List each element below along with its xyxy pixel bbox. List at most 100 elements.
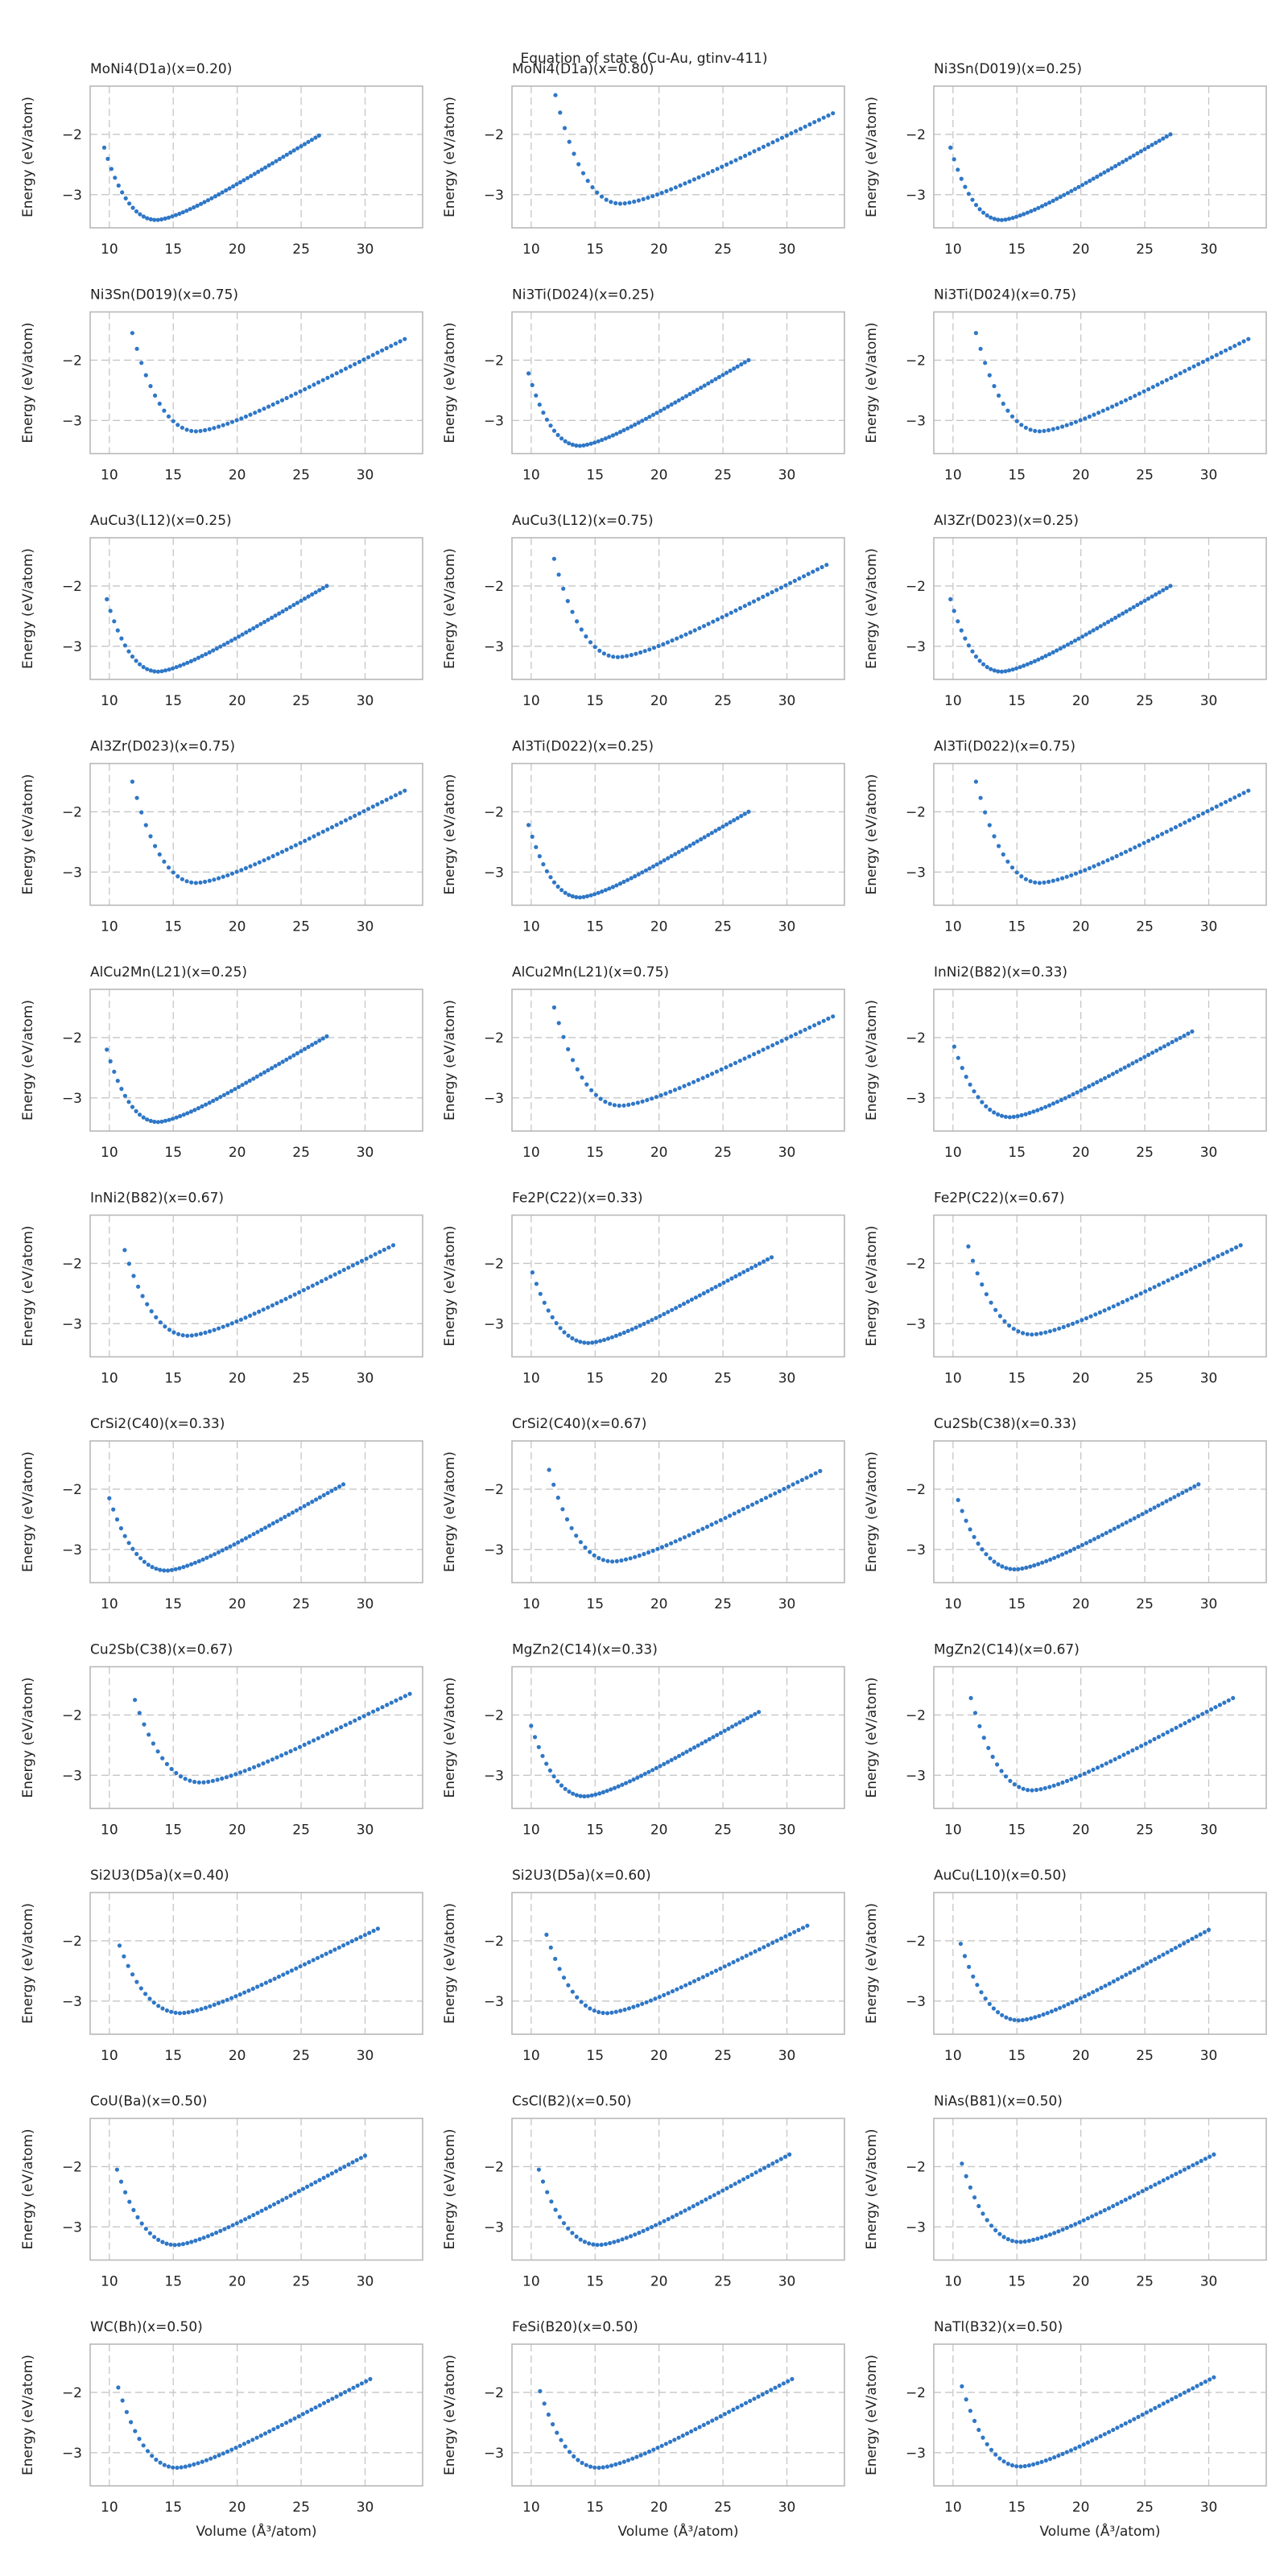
data-point — [298, 1506, 303, 1511]
data-point — [1228, 345, 1232, 351]
data-point — [607, 435, 612, 440]
y-tick-label: −2 — [484, 353, 504, 369]
data-point — [306, 1501, 311, 1506]
data-point — [605, 2011, 610, 2016]
data-point — [989, 1300, 993, 1305]
data-point — [169, 1567, 174, 1572]
data-point — [251, 1076, 256, 1081]
data-point — [735, 364, 740, 369]
data-point — [133, 1698, 138, 1703]
data-point — [702, 835, 707, 840]
data-point — [312, 834, 316, 839]
data-point — [1110, 856, 1115, 861]
data-point — [254, 624, 259, 629]
data-point — [1088, 1314, 1093, 1319]
data-point — [1105, 620, 1111, 625]
data-point — [1046, 879, 1051, 884]
data-point — [806, 572, 811, 576]
data-point — [126, 1963, 130, 1968]
data-point — [1113, 1757, 1117, 1761]
data-point — [1098, 624, 1103, 629]
data-point — [151, 1741, 155, 1746]
data-point — [1113, 163, 1118, 168]
x-tick-label: 10 — [944, 2048, 962, 2064]
data-point — [701, 173, 706, 178]
data-point — [1102, 2432, 1107, 2437]
data-point — [1029, 2016, 1034, 2021]
data-point — [701, 624, 707, 629]
data-point — [601, 2465, 605, 2470]
data-point — [153, 844, 158, 848]
data-point — [313, 1040, 318, 1045]
data-point — [1196, 361, 1201, 366]
x-tick-label: 30 — [357, 2274, 374, 2290]
data-point — [329, 374, 335, 378]
y-tick-label: −2 — [62, 1256, 82, 1272]
x-tick-label: 25 — [292, 242, 310, 258]
data-point — [212, 2002, 217, 2007]
data-point — [320, 1954, 324, 1959]
data-point — [284, 607, 289, 612]
data-point — [1033, 2015, 1038, 2020]
data-point — [101, 145, 107, 150]
data-point — [638, 1773, 644, 1778]
panel-frame — [933, 1440, 1267, 1583]
data-point — [178, 1774, 184, 1779]
data-point — [1093, 1312, 1098, 1317]
data-point — [596, 890, 601, 895]
data-point — [566, 1333, 571, 1338]
data-point — [662, 2219, 667, 2223]
data-point — [656, 643, 661, 649]
panel-frame — [511, 989, 845, 1132]
data-point — [1090, 2214, 1095, 2219]
y-axis-label: Energy (eV/atom) — [20, 1225, 36, 1346]
data-point — [1064, 874, 1069, 879]
data-point — [1132, 1968, 1137, 1973]
data-point — [402, 336, 407, 341]
data-point — [1010, 216, 1015, 221]
data-point — [638, 650, 643, 655]
data-point — [659, 2443, 664, 2448]
data-point — [1204, 1709, 1209, 1714]
data-point — [273, 1063, 278, 1068]
data-point — [959, 176, 964, 181]
data-point — [968, 1695, 973, 1700]
data-point — [145, 2449, 151, 2454]
data-point — [263, 1980, 268, 1985]
data-point — [563, 2444, 568, 2449]
data-point — [120, 2398, 125, 2403]
y-tick-label: −3 — [62, 1768, 82, 1784]
data-point — [718, 2414, 723, 2419]
data-point — [1064, 1550, 1069, 1555]
data-point — [313, 590, 318, 595]
data-point — [1088, 179, 1092, 184]
data-point — [292, 2191, 297, 2196]
data-point — [283, 1297, 288, 1302]
y-axis-label: Energy (eV/atom) — [20, 1903, 36, 2024]
x-tick-label: 10 — [101, 693, 118, 709]
data-point — [972, 1534, 976, 1539]
data-point — [371, 1709, 376, 1714]
data-point — [1078, 1996, 1083, 2000]
data-point — [297, 1744, 303, 1749]
data-point — [997, 1314, 1002, 1319]
data-point — [1136, 1966, 1141, 1971]
data-point — [960, 1509, 964, 1513]
data-point — [592, 2465, 597, 2470]
data-point — [770, 140, 775, 145]
data-point — [1060, 1552, 1065, 1557]
data-point — [266, 1067, 270, 1073]
data-point — [582, 2240, 588, 2244]
data-point — [799, 1477, 805, 1483]
data-point — [669, 853, 674, 859]
data-point — [1118, 1067, 1123, 1072]
data-point — [598, 1339, 603, 1344]
data-point — [316, 832, 321, 836]
data-point — [1084, 1316, 1089, 1321]
data-point — [334, 823, 339, 828]
data-point — [956, 167, 960, 172]
panel-title: Si2U3(D5a)(x=0.40) — [90, 1868, 229, 1884]
data-point — [321, 2175, 326, 2180]
